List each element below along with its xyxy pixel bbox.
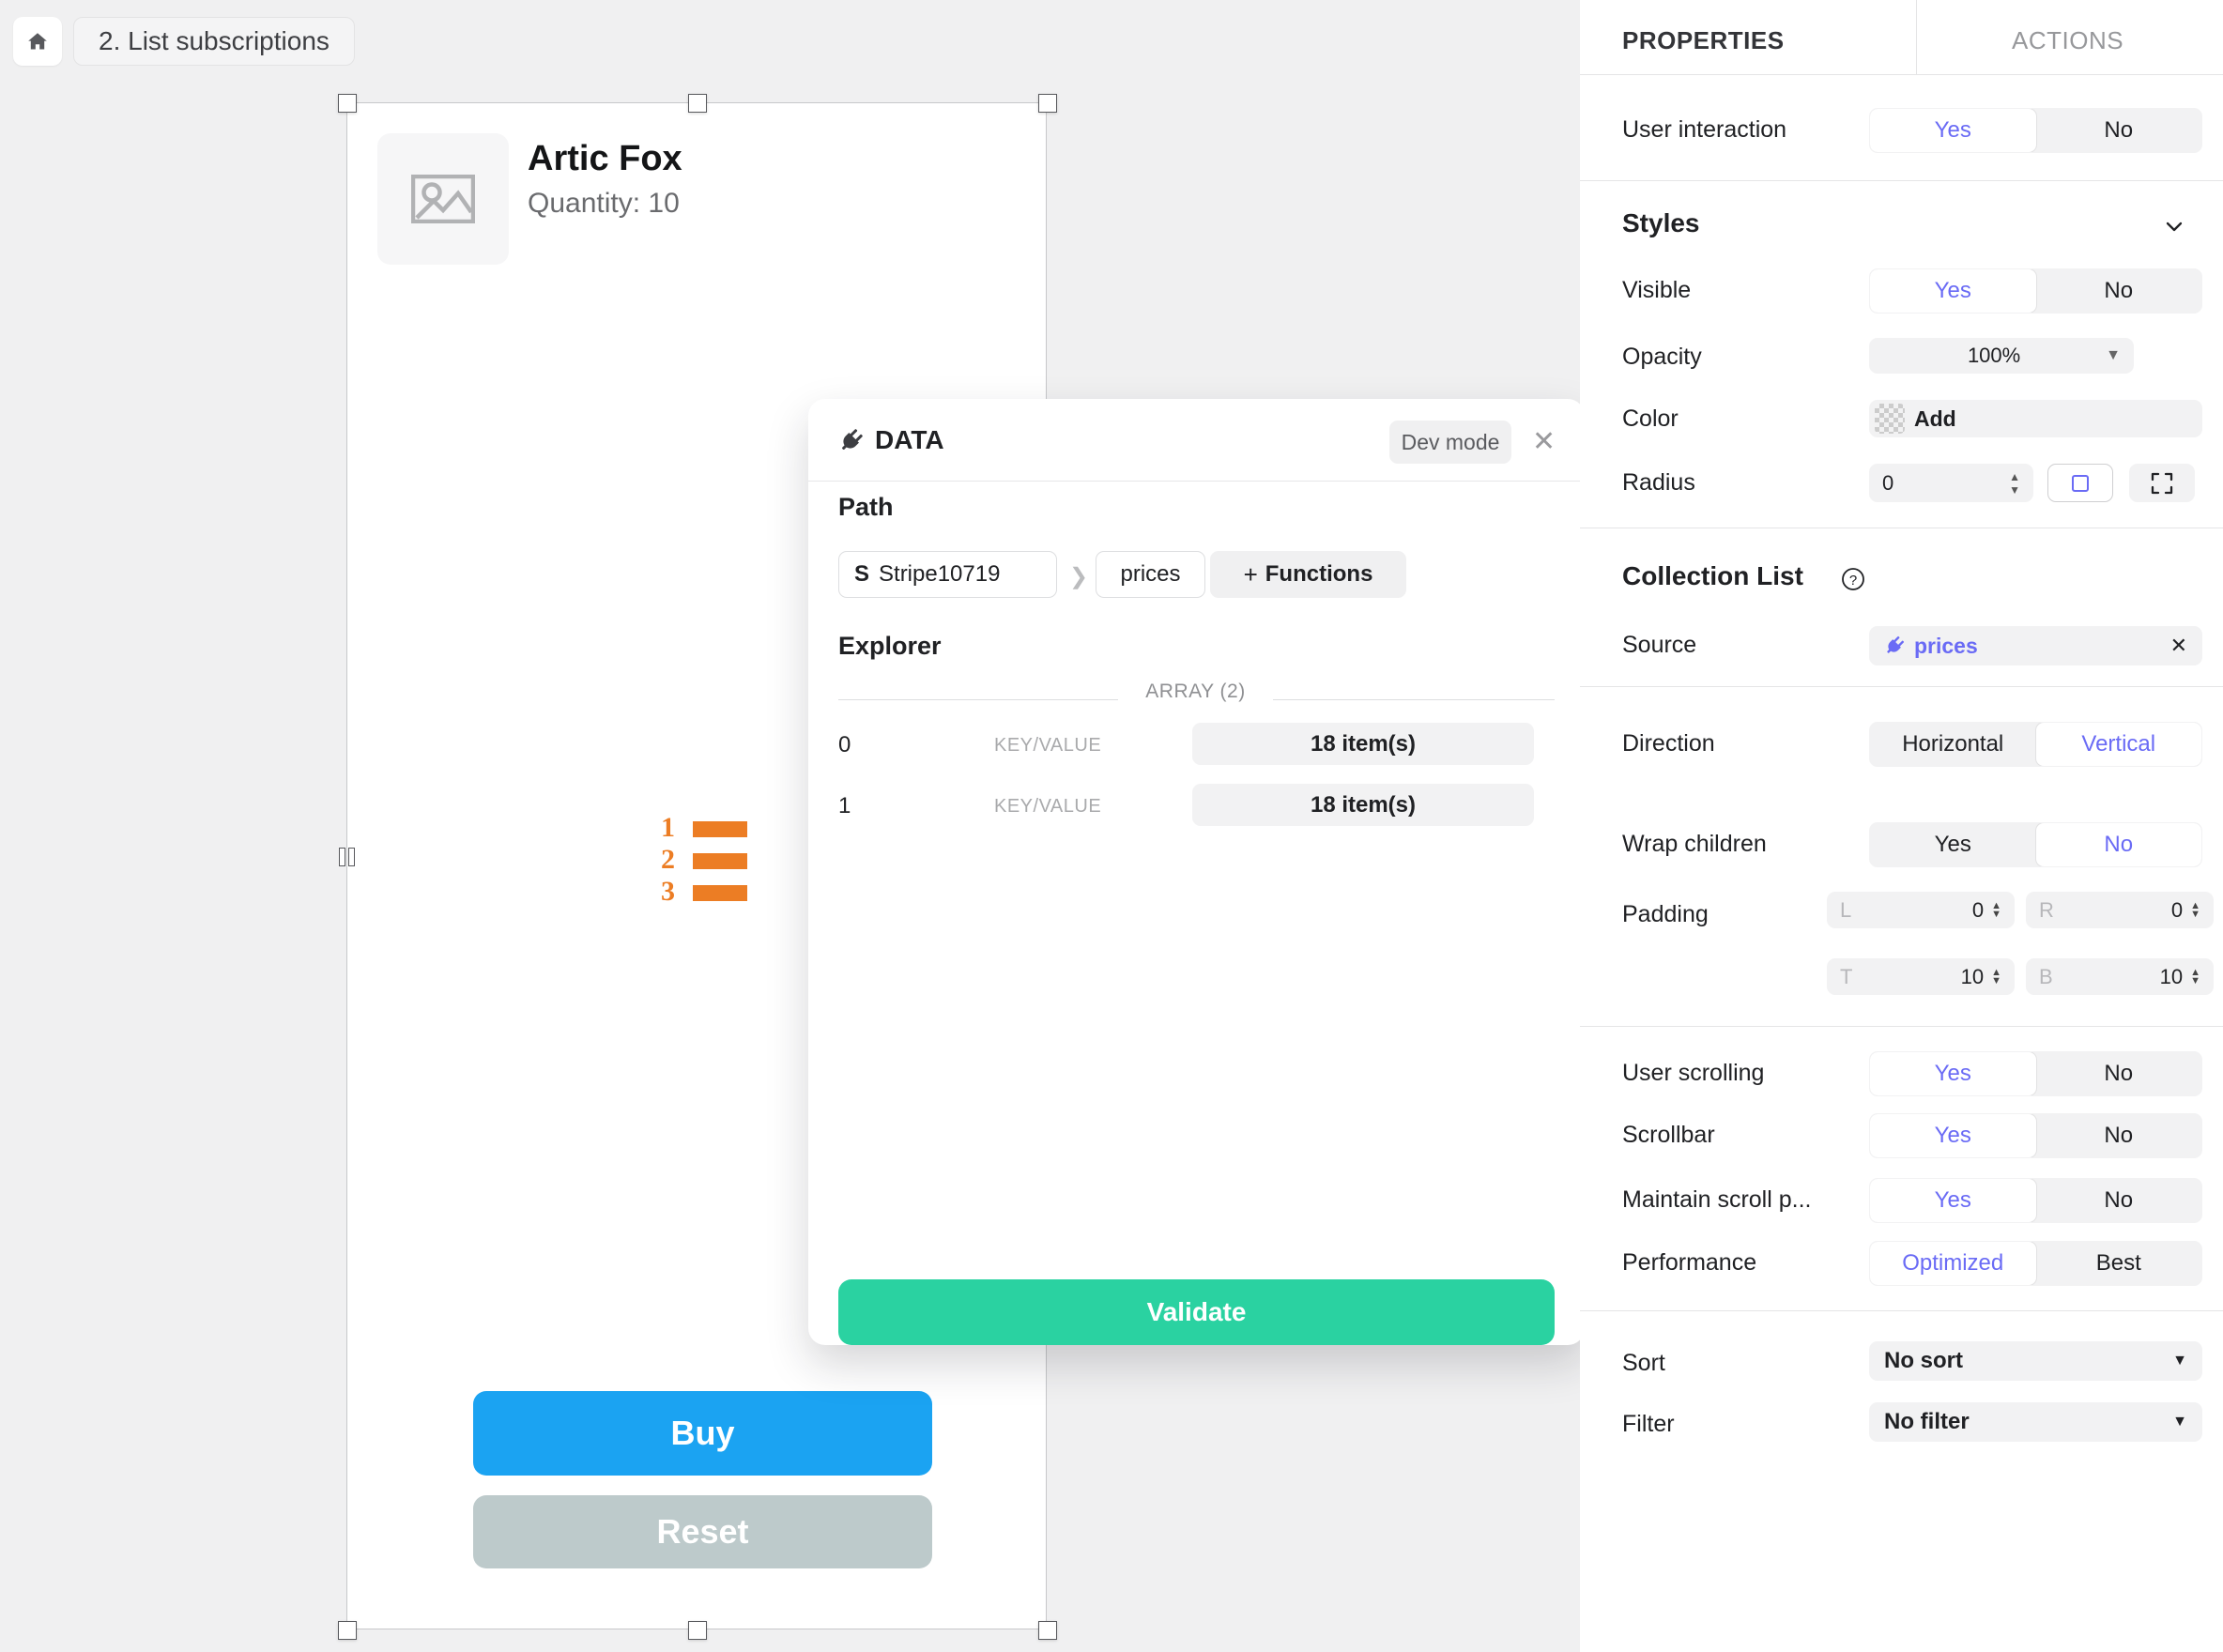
- svg-text:3: 3: [661, 876, 675, 902]
- svg-text:1: 1: [661, 814, 675, 843]
- svg-text:?: ?: [1849, 573, 1857, 589]
- svg-text:2: 2: [661, 844, 675, 875]
